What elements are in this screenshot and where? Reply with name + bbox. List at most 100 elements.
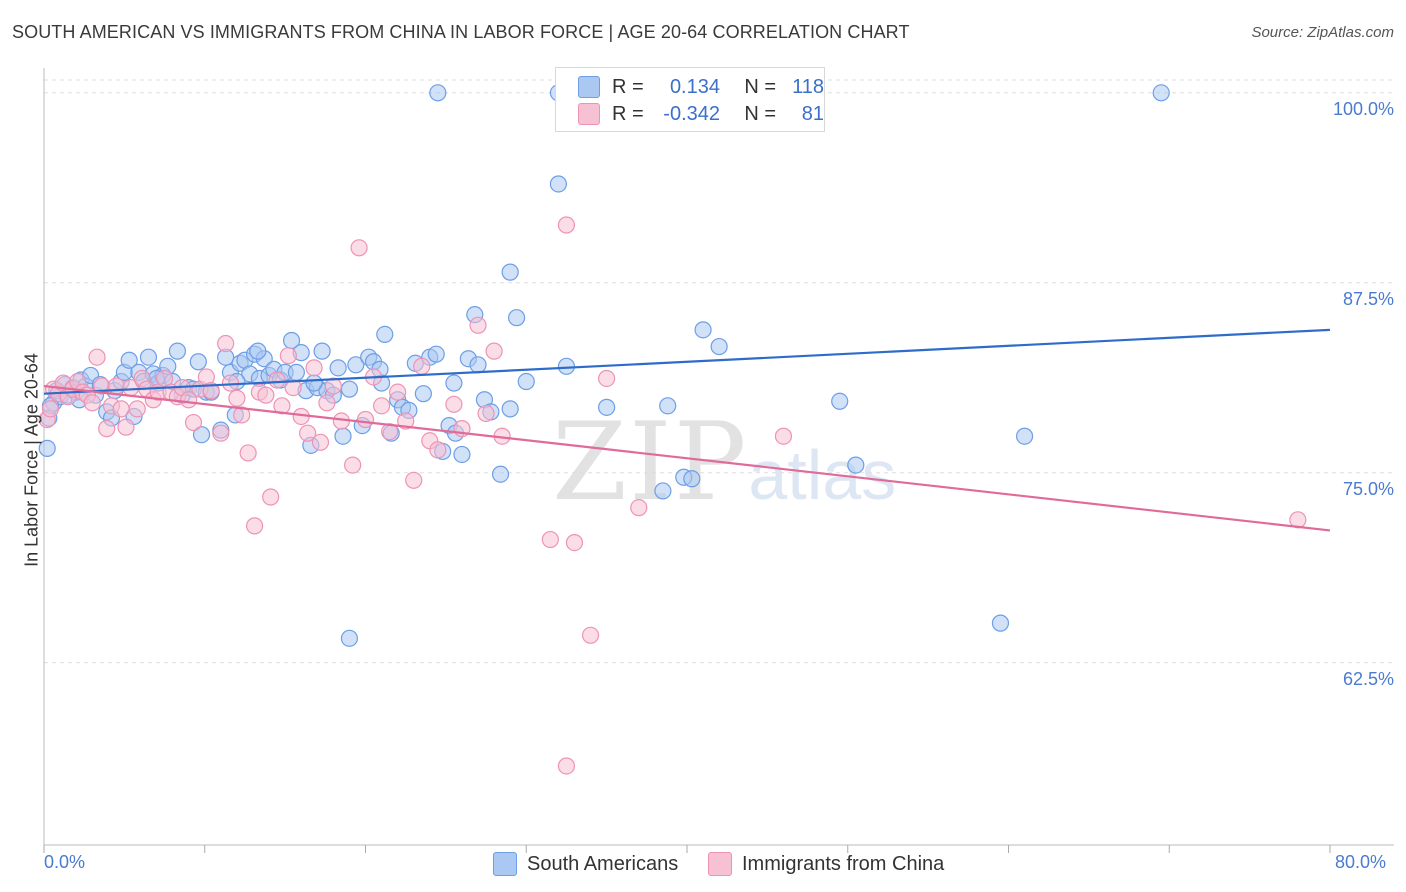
- scatter-point: [477, 404, 495, 423]
- scatter-point: [469, 316, 487, 334]
- scatter-point: [233, 406, 251, 424]
- watermark-zip: ZIP: [552, 400, 749, 525]
- legend-r-value: 0.134: [669, 75, 720, 98]
- scatter-point: [212, 424, 230, 442]
- scatter-point: [557, 216, 576, 234]
- scatter-point: [565, 533, 584, 552]
- scatter-point: [356, 410, 375, 429]
- scatter-point: [249, 342, 267, 360]
- scatter-point: [38, 439, 56, 457]
- y-tick-label: 75.0%: [1342, 478, 1394, 499]
- scatter-point: [453, 445, 471, 464]
- legend-swatch-blue: [493, 852, 517, 876]
- scatter-point: [347, 356, 365, 374]
- legend-label: South Americans: [527, 852, 679, 875]
- scatter-point: [414, 385, 432, 403]
- chart-source: Source: ZipAtlas.com: [1251, 24, 1394, 41]
- scatter-point: [324, 377, 342, 395]
- scatter-point: [397, 412, 415, 430]
- scatter-point: [654, 482, 672, 500]
- scatter-point: [268, 371, 286, 389]
- scatter-point: [372, 397, 391, 415]
- scatter-point: [245, 517, 264, 535]
- scatter-point: [630, 499, 648, 517]
- scatter-point: [117, 418, 135, 436]
- legend-r-value: -0.342: [663, 102, 720, 125]
- legend-swatch-pink: [708, 852, 732, 876]
- y-tick-label: 62.5%: [1342, 668, 1394, 689]
- correlation-legend: R = 0.134 N = 118 R = -0.342 N = 81: [555, 67, 825, 132]
- scatter-point: [334, 427, 352, 445]
- scatter-point: [350, 239, 368, 257]
- scatter-point: [279, 347, 297, 365]
- scatter-point: [168, 342, 187, 360]
- legend-n-value: 81: [801, 102, 824, 125]
- scatter-point: [598, 369, 616, 388]
- scatter-point: [128, 400, 146, 418]
- scatter-point: [305, 359, 323, 377]
- scatter-point: [427, 345, 445, 363]
- scatter-point: [284, 378, 302, 397]
- scatter-point: [340, 629, 359, 647]
- scatter-point: [88, 348, 106, 366]
- scatter-point: [659, 397, 677, 415]
- scatter-point: [549, 175, 568, 193]
- axes: [43, 68, 1394, 853]
- scatter-point: [429, 84, 447, 102]
- scatter-point: [184, 413, 203, 432]
- x-tick-label-min: 0.0%: [44, 852, 86, 872]
- series-immigrants-from-china: [38, 216, 1307, 775]
- scatter-point: [598, 398, 616, 416]
- scatter-point: [445, 395, 463, 413]
- scatter-point: [485, 342, 503, 360]
- watermark-atlas: atlas: [748, 436, 897, 514]
- scatter-point: [112, 400, 130, 418]
- y-axis-title: In Labor Force | Age 20-64: [21, 353, 42, 567]
- scatter-point: [189, 353, 207, 371]
- scatter-point: [239, 444, 257, 462]
- scatter-point: [41, 400, 60, 418]
- scatter-point: [376, 325, 394, 344]
- scatter-point: [557, 757, 576, 775]
- legend-n-label: N =: [744, 75, 776, 98]
- scatter-point: [508, 309, 526, 327]
- scatter-point: [847, 456, 865, 474]
- scatter-point: [501, 400, 519, 418]
- scatter-point: [221, 374, 240, 392]
- scatter-point: [257, 386, 275, 404]
- series-legend: South Americans Immigrants from China: [0, 852, 1406, 878]
- legend-item-immigrants-from-china[interactable]: Immigrants from China: [708, 852, 944, 876]
- scatter-point: [311, 433, 330, 451]
- legend-label: Immigrants from China: [742, 852, 945, 875]
- scatter-point: [1152, 84, 1170, 102]
- scatter-point: [98, 420, 116, 438]
- legend-r-label: R =: [612, 75, 644, 98]
- trend-lines: [43, 328, 1331, 532]
- scatter-point: [1015, 427, 1034, 445]
- scatter-point: [381, 423, 399, 441]
- scatter-point: [581, 626, 600, 644]
- scatter-point: [557, 357, 576, 375]
- chart-title: SOUTH AMERICAN VS IMMIGRANTS FROM CHINA …: [12, 22, 910, 42]
- legend-row-south-americans: R = 0.134 N = 118: [578, 74, 824, 100]
- scatter-point: [491, 465, 510, 483]
- scatter-point: [329, 359, 347, 377]
- scatter-point: [299, 424, 317, 442]
- scatter-point: [217, 334, 235, 353]
- legend-swatch-blue: [578, 76, 600, 98]
- legend-r-label: R =: [612, 102, 644, 125]
- scatter-point: [501, 263, 519, 281]
- legend-item-south-americans[interactable]: South Americans: [493, 852, 678, 876]
- legend-swatch-pink: [578, 103, 600, 125]
- scatter-point: [429, 441, 447, 459]
- watermark: ZIPatlas: [552, 400, 896, 525]
- trend-line-south-americans: [43, 328, 1331, 395]
- scatter-point: [287, 363, 305, 382]
- scatter-point: [107, 377, 125, 395]
- scatter-point: [405, 471, 423, 489]
- scatter-point: [313, 342, 331, 360]
- scatter-point: [344, 456, 362, 474]
- scatter-point: [774, 427, 793, 445]
- scatter-point: [710, 337, 728, 356]
